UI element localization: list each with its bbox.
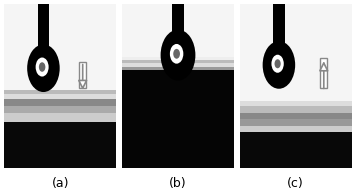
Bar	[240, 4, 352, 101]
Bar	[122, 63, 234, 67]
Bar	[122, 70, 234, 168]
Circle shape	[27, 44, 60, 92]
Circle shape	[274, 59, 281, 68]
Bar	[122, 60, 234, 63]
Bar	[4, 122, 116, 168]
FancyBboxPatch shape	[172, 4, 184, 37]
Bar	[240, 101, 352, 106]
Text: (c): (c)	[287, 177, 304, 190]
Bar	[122, 57, 234, 60]
Text: (b): (b)	[169, 177, 187, 190]
Bar	[4, 113, 116, 122]
Bar	[122, 4, 234, 57]
FancyBboxPatch shape	[38, 4, 49, 50]
FancyBboxPatch shape	[320, 58, 327, 88]
Circle shape	[161, 30, 195, 80]
Bar	[4, 95, 116, 99]
Circle shape	[271, 55, 284, 73]
Bar	[4, 90, 116, 95]
Bar	[4, 106, 116, 113]
Bar	[240, 119, 352, 126]
Circle shape	[170, 44, 183, 64]
Bar	[240, 126, 352, 132]
Bar	[122, 67, 234, 70]
FancyBboxPatch shape	[79, 62, 86, 88]
Bar	[240, 132, 352, 168]
Bar	[4, 4, 116, 90]
Bar	[4, 99, 116, 106]
Bar	[240, 113, 352, 119]
FancyBboxPatch shape	[273, 4, 284, 47]
Bar	[240, 106, 352, 113]
Circle shape	[36, 58, 49, 77]
Circle shape	[39, 62, 45, 72]
Text: (a): (a)	[52, 177, 69, 190]
Circle shape	[173, 49, 180, 59]
Circle shape	[263, 41, 295, 89]
